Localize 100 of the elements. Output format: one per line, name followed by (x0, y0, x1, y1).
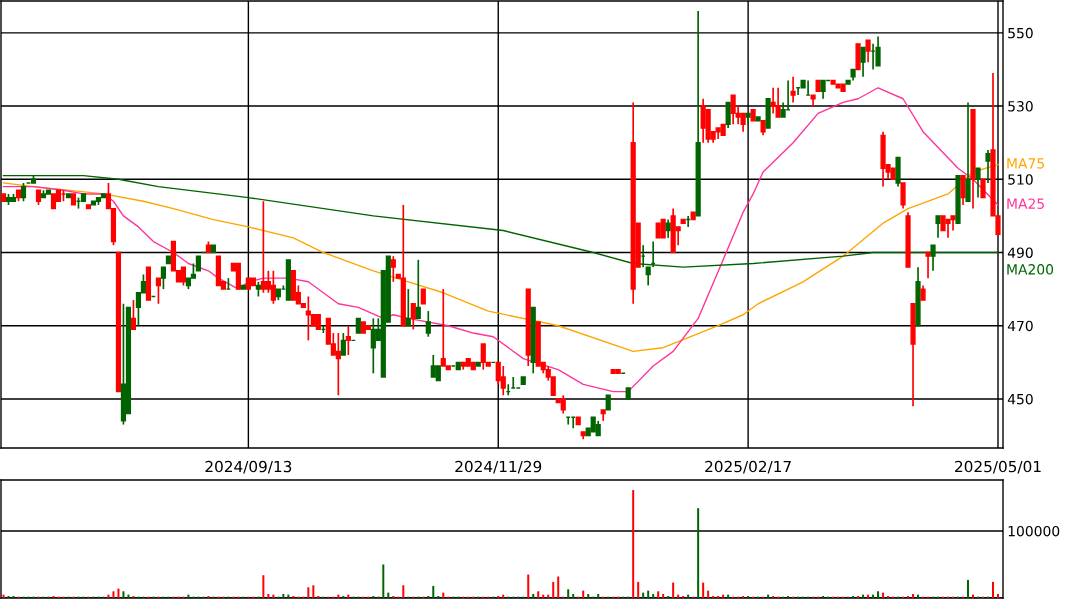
candlestick (560, 394, 566, 415)
bar (207, 595, 210, 598)
bar (552, 581, 555, 598)
bar (907, 595, 910, 598)
bar (312, 585, 315, 598)
bar (7, 595, 10, 598)
bar (267, 593, 270, 598)
series-label: MA200 (1007, 264, 1054, 275)
x-tick-label: 2025/05/01 (955, 460, 1041, 474)
bar (442, 592, 445, 598)
candlestick (960, 174, 966, 206)
bar (52, 595, 55, 598)
bar (702, 582, 705, 598)
candlestick (985, 149, 991, 184)
bar (662, 593, 665, 598)
bar (282, 593, 285, 598)
candlestick (415, 258, 421, 320)
candlestick (965, 101, 971, 203)
bar (877, 591, 880, 598)
bar (317, 595, 320, 598)
candlestick (665, 218, 671, 239)
bar (717, 595, 720, 598)
y-tick-label: 100000 (1008, 525, 1060, 537)
bar (537, 591, 540, 598)
bar (887, 595, 890, 598)
x-tick-label: 2024/11/29 (455, 460, 542, 474)
bar (597, 593, 600, 598)
bar (997, 593, 999, 598)
bar (307, 587, 310, 598)
candlestick (335, 332, 341, 397)
candlestick (775, 86, 781, 118)
series-label: MA75 (1007, 158, 1044, 169)
bar (112, 591, 115, 598)
candlestick (740, 112, 746, 133)
bar (707, 590, 710, 598)
bar (372, 595, 375, 598)
candlestick (980, 178, 986, 199)
bar (527, 574, 530, 598)
y-tick-label: 510 (1008, 174, 1033, 185)
bar (587, 593, 590, 598)
candlestick (405, 288, 411, 327)
candlestick (20, 182, 27, 203)
candlestick (975, 167, 981, 199)
bar (427, 595, 430, 598)
bar (697, 508, 700, 598)
bar (567, 589, 570, 598)
bar (497, 595, 500, 598)
y-tick-label: 530 (1008, 101, 1033, 112)
y-tick-label: 450 (1007, 393, 1033, 405)
x-tick-label: 2024/09/13 (205, 460, 292, 474)
bar (882, 592, 885, 598)
bar (822, 595, 825, 598)
bar (967, 579, 970, 598)
bar (557, 576, 560, 598)
candlestick (130, 299, 137, 331)
bar (117, 588, 120, 598)
line-series (2, 163, 999, 353)
candlestick (410, 302, 416, 331)
bar (262, 575, 265, 598)
candlestick (925, 251, 931, 279)
bar (437, 595, 440, 598)
bar (402, 585, 405, 598)
bar (742, 595, 745, 598)
candlestick (900, 182, 906, 210)
candlestick (875, 35, 881, 67)
bar (682, 595, 685, 598)
bar (637, 581, 640, 598)
bar (642, 592, 645, 598)
bar (132, 595, 135, 598)
candlestick (425, 310, 431, 338)
candlestick (345, 324, 351, 356)
candlestick (500, 365, 506, 397)
bar (747, 595, 750, 598)
bar (382, 564, 385, 598)
candlestick (725, 101, 731, 129)
candlestick (820, 79, 826, 100)
candlestick (860, 46, 866, 78)
y-tick-label: 490 (1007, 247, 1033, 258)
series-label: MA25 (1007, 198, 1044, 209)
candlestick (270, 269, 276, 305)
candlestick (935, 215, 941, 239)
candlestick (155, 277, 162, 305)
bar (292, 595, 295, 598)
bar (532, 593, 535, 598)
bar (12, 595, 15, 598)
y-tick-label: 550 (1008, 27, 1033, 39)
candlestick (340, 332, 346, 356)
bar (572, 593, 575, 598)
candlestick (660, 218, 666, 239)
candlestick (390, 255, 396, 283)
candlestick (180, 266, 187, 287)
bar (342, 595, 345, 598)
bar (432, 585, 435, 598)
bar (582, 590, 585, 598)
bar (667, 595, 670, 598)
bar (657, 591, 660, 598)
bar (857, 595, 860, 598)
bar (392, 595, 395, 598)
candlestick (160, 266, 167, 290)
bar (387, 592, 390, 598)
